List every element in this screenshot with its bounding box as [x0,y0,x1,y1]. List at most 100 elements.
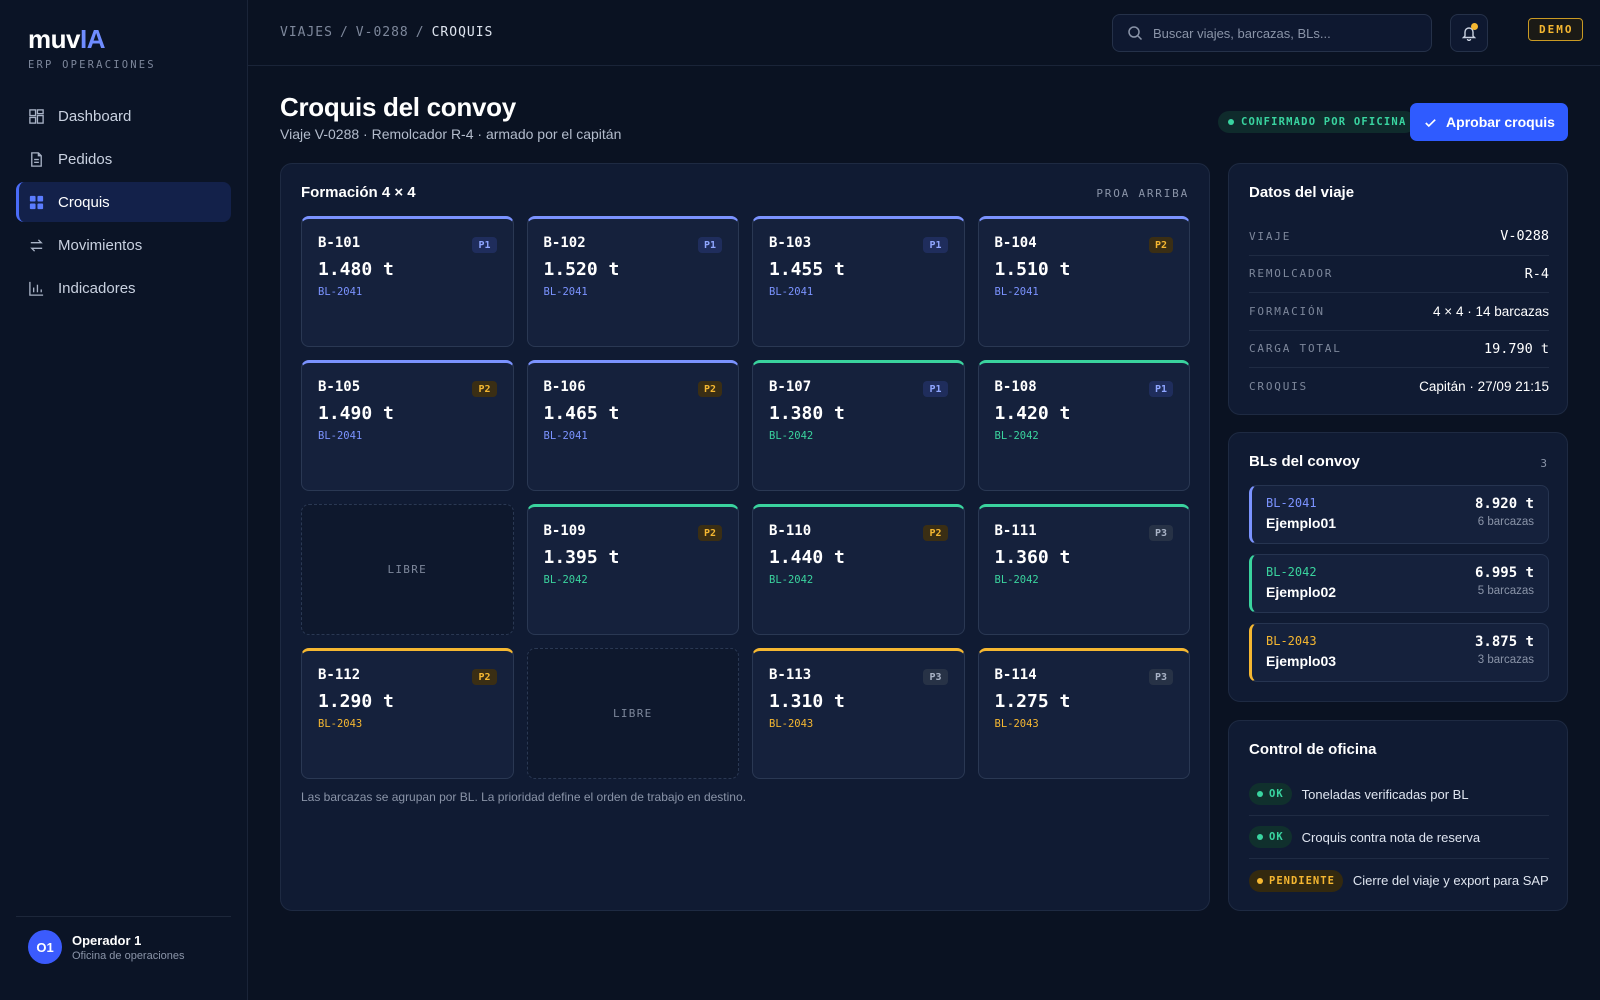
barge-card[interactable]: B-112 P2 1.290 t BL-2043 [301,648,514,779]
trip-data-list: VIAJE V-0288 REMOLCADOR R-4 FORMACIÓN 4 × 4 ·… [1249,218,1549,406]
status-badge: CONFIRMADO POR OFICINA [1218,111,1417,133]
user-role: Oficina de operaciones [72,949,185,962]
bl-item[interactable]: BL-2043 Ejemplo03 3.875 t 3 barcazas [1249,623,1549,682]
formation-footnote: Las barcazas se agrupan por BL. La prior… [301,790,746,804]
barge-bl: BL-2041 [769,286,814,298]
sidebar-item-dashboard[interactable]: Dashboard [16,96,231,136]
control-status-label: OK [1269,788,1284,800]
bl-panel-title: BLs del convoy [1249,453,1360,470]
barge-tonnage: 1.380 t [769,403,845,424]
barge-card[interactable]: B-102 P1 1.520 t BL-2041 [526,216,739,347]
barge-bl: BL-2041 [318,430,363,442]
bl-name: Ejemplo01 [1266,515,1337,531]
barge-tonnage: 1.520 t [543,259,620,280]
control-status-badge: OK [1249,826,1292,848]
barge-bl: BL-2041 [543,430,588,442]
barge-card[interactable]: B-111 P3 1.360 t BL-2042 [977,504,1190,635]
breadcrumb-separator: / [415,25,425,40]
barge-card[interactable]: B-110 P2 1.440 t BL-2042 [752,504,965,635]
trip-data-value: R-4 [1524,265,1549,282]
formation-title: Formación 4 × 4 [301,184,416,201]
barge-card[interactable]: B-104 P2 1.510 t BL-2041 [977,216,1190,347]
barge-id: B-114 [994,667,1037,683]
barge-card[interactable]: B-106 P2 1.465 t BL-2041 [526,360,739,491]
control-status-badge: PENDIENTE [1249,869,1343,892]
user-name: Operador 1 [72,932,142,948]
breadcrumb-trip[interactable]: V-0288 [355,25,409,40]
sidebar-item-pedidos[interactable]: Pedidos [16,139,231,179]
priority-badge: P3 [923,669,948,685]
priority-badge: P1 [923,381,948,397]
swap-arrows-icon [30,238,43,252]
barge-id: B-104 [994,235,1037,251]
user-profile[interactable]: O1 Operador 1 Oficina de operaciones [16,916,231,964]
trip-data-title: Datos del viaje [1249,184,1355,201]
bl-tonnage: 3.875 t [1474,634,1534,650]
office-control-list: OK Toneladas verificadas por BL OK Croquis … [1249,773,1549,902]
barge-bl: BL-2041 [543,286,588,298]
barge-card[interactable]: B-101 P1 1.480 t BL-2041 [301,216,514,347]
barge-bl: BL-2041 [994,286,1039,298]
barge-tonnage: 1.455 t [769,259,845,280]
dashboard-icon [29,108,44,124]
barge-id: B-107 [769,379,812,395]
barge-tonnage: 1.480 t [318,259,394,280]
barge-id: B-109 [543,523,586,539]
trip-data-label: FORMACIÓN [1249,304,1325,318]
barge-card[interactable]: B-103 P1 1.455 t BL-2041 [752,216,965,347]
trip-data-value: 19.790 t [1483,340,1549,357]
orientation-label: PROA ARRIBA [1096,187,1189,200]
barge-tonnage: 1.440 t [769,547,845,568]
barge-card[interactable]: B-108 P1 1.420 t BL-2042 [977,360,1190,491]
breadcrumb-separator: / [339,25,349,40]
barge-card[interactable]: B-109 P2 1.395 t BL-2042 [526,504,739,635]
approve-croquis-button[interactable]: Aprobar croquis [1410,103,1568,141]
sidebar-item-indicadores[interactable]: Indicadores [16,268,231,308]
search-input[interactable] [1153,25,1413,41]
control-text: Croquis contra nota de reserva [1301,829,1481,845]
barge-id: B-111 [994,523,1037,539]
status-dot [1228,119,1234,125]
barge-card[interactable]: B-105 P2 1.490 t BL-2041 [301,360,514,491]
sidebar-item-croquis[interactable]: Croquis [16,182,231,222]
bl-name: Ejemplo02 [1266,584,1337,600]
logo-text-accent: IA [79,24,106,54]
bl-item[interactable]: BL-2042 Ejemplo02 6.995 t 5 barcazas [1249,554,1549,613]
barge-id: B-103 [769,235,812,251]
empty-slot[interactable]: LIBRE [301,504,514,635]
check-icon [1425,118,1436,127]
trip-data-label: CROQUIS [1249,380,1308,394]
barge-card[interactable]: B-113 P3 1.310 t BL-2043 [752,648,965,779]
priority-badge: P1 [697,237,722,253]
status-dot [1257,834,1263,840]
barge-card[interactable]: B-114 P3 1.275 t BL-2043 [977,648,1190,779]
priority-badge: P3 [1148,525,1173,541]
barge-tonnage: 1.420 t [994,403,1071,424]
barge-tonnage: 1.290 t [318,691,394,712]
notifications-button[interactable] [1450,14,1488,52]
bl-code: BL-2043 [1266,634,1317,648]
bl-barge-count: 6 barcazas [1477,516,1534,528]
trip-data-row: VIAJE V-0288 [1249,218,1549,256]
bl-item[interactable]: BL-2041 Ejemplo01 8.920 t 6 barcazas [1249,485,1549,544]
bl-code: BL-2041 [1266,496,1317,510]
app-logo[interactable]: muv IA [28,24,105,55]
sidebar-item-movimientos[interactable]: Movimientos [16,225,231,265]
breadcrumb: VIAJES / V-0288 / CROQUIS [280,25,493,40]
breadcrumb-viajes[interactable]: VIAJES [280,25,333,40]
priority-badge: P3 [1148,669,1173,685]
empty-slot[interactable]: LIBRE [526,648,739,779]
sidebar-item-label: Indicadores [58,279,136,297]
barge-card[interactable]: B-107 P1 1.380 t BL-2042 [752,360,965,491]
status-dot [1257,791,1263,797]
barge-tonnage: 1.395 t [543,547,620,568]
bl-name: Ejemplo03 [1266,653,1337,669]
bl-panel: BLs del convoy 3 BL-2041 Ejemplo01 8.920 t… [1228,432,1568,702]
barge-tonnage: 1.310 t [769,691,845,712]
barge-tonnage: 1.510 t [994,259,1071,280]
search-box[interactable] [1112,14,1432,52]
search-icon [1128,26,1143,41]
sidebar-nav: Dashboard Pedidos Croquis Movimientos In… [16,96,231,311]
sidebar-item-label: Movimientos [58,236,143,254]
office-control-title: Control de oficina [1249,741,1377,758]
